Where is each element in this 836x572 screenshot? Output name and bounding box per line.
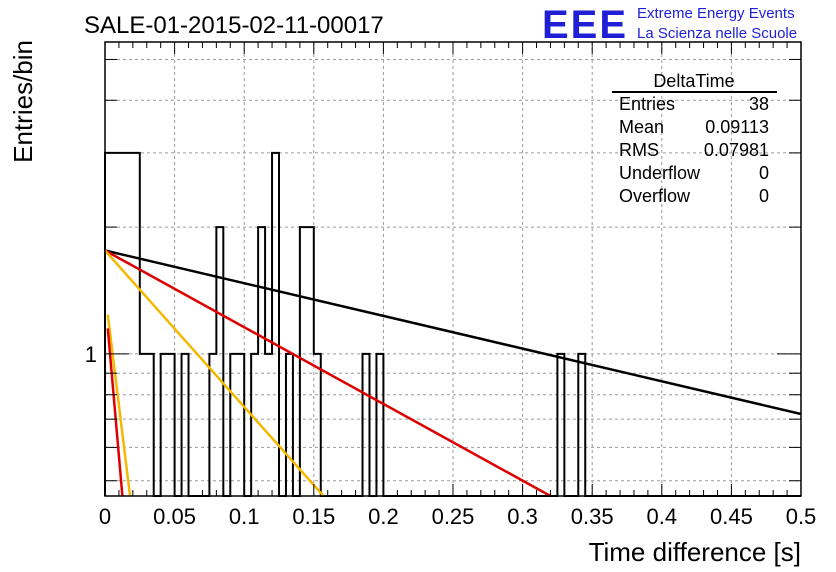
eee-logo: EEE [542,3,628,47]
fit-lines [104,249,802,498]
x-tick-label: 0.5 [786,504,817,529]
plot-frame-border [104,41,802,497]
x-tick-label: 0.05 [153,504,196,529]
y-tick-label: 1 [85,342,97,367]
plot-frame [104,41,802,497]
fit-line [104,249,325,497]
histogram-bin [578,354,585,496]
stats-title: DeltaTime [653,71,734,91]
org-name-line1: Extreme Energy Events [637,5,795,22]
x-tick-label: 0.1 [229,504,260,529]
x-tick-label: 0.4 [647,504,678,529]
stats-label-underflow: Underflow [619,163,701,183]
histogram-bin [216,227,223,496]
x-tick-label: 0.3 [507,504,538,529]
y-axis-label: Entries/bin [8,40,38,163]
stats-label-overflow: Overflow [619,186,691,206]
x-tick-label: 0.35 [571,504,614,529]
histogram-bin [376,354,383,496]
stats-value-underflow: 0 [759,163,769,183]
stats-value-entries: 38 [749,94,769,114]
x-axis-label: Time difference [s] [589,537,801,567]
histogram-bin [237,354,244,496]
fit-line [104,249,552,498]
stats-value-overflow: 0 [759,186,769,206]
x-tick-label: 0.2 [368,504,399,529]
histogram-bin [265,354,272,496]
fit-line [104,249,802,416]
stats-label-rms: RMS [619,140,659,160]
histogram-bin [168,354,175,496]
histogram-bin [126,153,133,496]
run-title: SALE-01-2015-02-11-00017 [84,12,384,39]
x-tick-labels: 0 0.05 0.1 0.15 0.2 0.25 0.3 0.35 0.4 0.45 0.5 [99,504,816,529]
histogram-bin [140,354,147,496]
x-tick-label: 0.45 [710,504,753,529]
stats-label-mean: Mean [619,117,664,137]
stats-label-entries: Entries [619,94,675,114]
stats-box: DeltaTime Entries 38 Mean 0.09113 RMS 0.… [612,71,777,206]
histogram-bin [147,354,154,496]
fit-line [106,314,132,497]
fit-line [106,328,124,497]
histogram-bin [314,354,321,496]
y-tick-labels: 1 [85,342,97,367]
histogram-bin [182,354,189,496]
histogram-bin [363,354,370,496]
histogram-bin [251,354,258,496]
histogram-bin [286,354,293,496]
histogram-bin [161,354,168,496]
histogram-bin [133,153,140,496]
stats-value-rms: 0.07981 [704,140,769,160]
stats-value-mean: 0.09113 [705,117,769,137]
x-tick-label: 0 [99,504,111,529]
x-tick-label: 0.15 [292,504,335,529]
histogram-bin [557,354,564,496]
histogram-bin [230,354,237,496]
histogram-bin [258,227,265,496]
x-tick-label: 0.25 [432,504,475,529]
org-name-line2: La Scienza nelle Scuole [637,25,797,42]
